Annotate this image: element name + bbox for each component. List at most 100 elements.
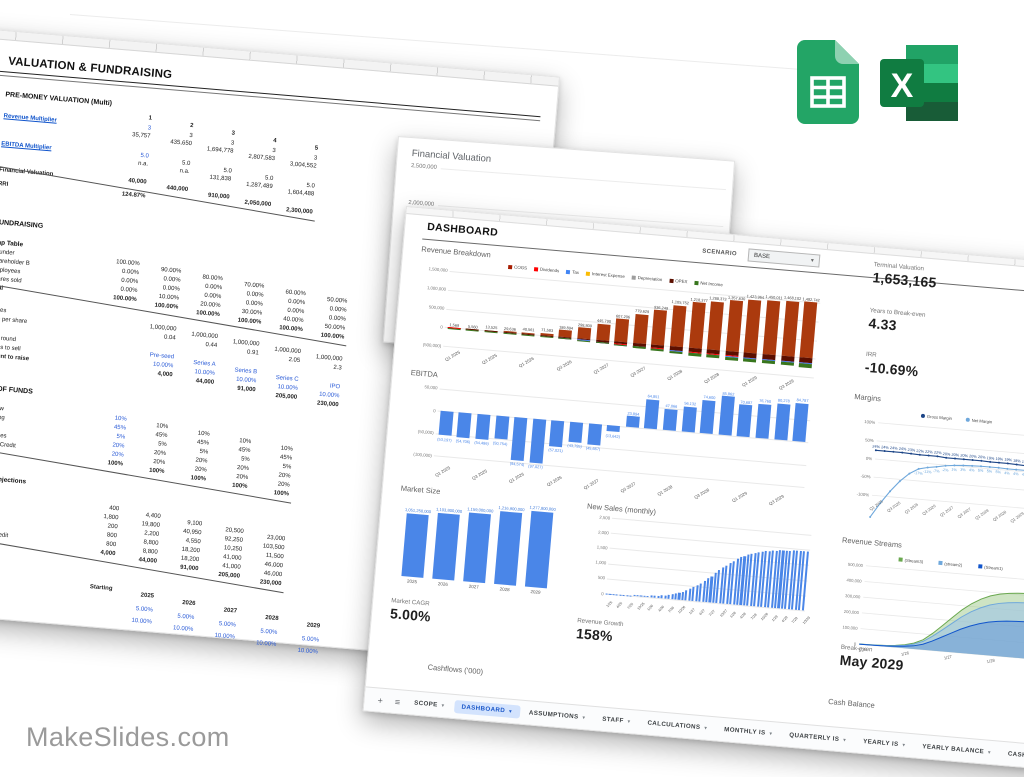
cell: 100.00% [182, 309, 220, 318]
legend-label: COGS [514, 264, 527, 270]
x-tick-label: Q1 2027 [592, 362, 609, 375]
tab-label: CASHFLOW [1008, 750, 1024, 760]
bar [626, 416, 640, 428]
cell: 46,000 [244, 569, 282, 578]
sheet-tab-cashflow[interactable]: CASHFLOW▼ [1000, 747, 1024, 765]
sheet-tab-yearly-is[interactable]: YEARLY IS▼ [856, 734, 914, 752]
tab-label: STAFF [602, 716, 624, 725]
cell: 1,000,000 [180, 331, 218, 340]
svg-text:300,000: 300,000 [845, 593, 861, 599]
row-label: EBITDA Multiplier [1, 141, 105, 156]
cell: 1,000,000 [138, 323, 176, 332]
sum-line [0, 166, 315, 221]
cell: 70.00% [226, 281, 264, 290]
cell: 50.00% [307, 322, 345, 331]
bar-segment [743, 358, 756, 363]
x-tick-label: 4/26 [657, 605, 665, 613]
cell: 10.00% [238, 639, 276, 648]
cell: 2.3 [304, 362, 342, 371]
bar-label: 1,569 [449, 322, 459, 328]
svg-text:Q3 2026: Q3 2026 [921, 503, 937, 516]
cell: 90.00% [143, 266, 181, 275]
cell: 4,000 [134, 369, 172, 378]
legend-swatch [534, 267, 538, 271]
bar [463, 512, 491, 583]
cell: 400 [81, 503, 119, 512]
svg-text:Net Margin: Net Margin [972, 418, 994, 425]
svg-text:1%: 1% [951, 468, 957, 473]
cell: 205,000 [259, 392, 297, 401]
dashboard-title: DASHBOARD [427, 221, 499, 239]
cell: 800 [78, 539, 116, 548]
sheet-tab-dashboard[interactable]: DASHBOARD▼ [454, 700, 521, 719]
bar [800, 302, 818, 359]
bar [744, 299, 762, 354]
cell: 18,200 [162, 545, 200, 554]
x-tick-label: Q1 2029 [731, 491, 748, 504]
bar [685, 590, 688, 600]
svg-text:24%: 24% [881, 445, 890, 450]
cell: 45% [129, 430, 167, 439]
bar [623, 595, 625, 596]
scenario-dropdown[interactable]: BASE ▼ [748, 248, 821, 267]
cell: 0.00% [142, 275, 180, 284]
svg-text:-100%: -100% [856, 491, 869, 497]
y-tick-label: 500 [578, 573, 605, 580]
bar-segment [780, 361, 793, 366]
chevron-down-icon: ▼ [842, 737, 847, 742]
legend-label: OPEX [675, 278, 688, 284]
bar [494, 511, 522, 585]
bar [438, 411, 453, 436]
bar [525, 510, 553, 588]
x-tick-label: 7/27 [709, 609, 717, 617]
scenario-value: BASE [754, 253, 770, 260]
row-label: e Rate [0, 588, 68, 603]
cell: 41,000 [203, 562, 241, 571]
cell: 0.00% [266, 306, 304, 315]
gridline [441, 168, 726, 190]
add-sheet-icon[interactable]: + [372, 694, 388, 705]
cell: 2029 [282, 620, 320, 629]
sheet-tab-bar: + ≡ SCOPE▼DASHBOARD▼ASSUMPTIONS▼STAFF▼CA… [364, 686, 1024, 776]
cell: 2 [155, 120, 193, 129]
bar-label: 76,760 [759, 398, 771, 404]
sheet-tab-yearly-balance[interactable]: YEARLY BALANCE▼ [915, 740, 1000, 760]
cell: 2.05 [262, 355, 300, 364]
cell: 20% [86, 440, 124, 449]
bar-label: 47,066 [665, 403, 677, 409]
svg-text:(Stream3): (Stream3) [904, 558, 924, 565]
sheet-tab-quarterly-is[interactable]: QUARTERLY IS▼ [782, 728, 855, 747]
cell: Series B [219, 366, 257, 375]
cell: 910,000 [191, 191, 229, 200]
bar-label: 23,894 [627, 411, 639, 417]
sheet-tab-staff[interactable]: STAFF▼ [595, 712, 639, 729]
x-tick-label: 4/25 [616, 601, 624, 609]
cell: 2025 [116, 590, 154, 599]
sheet-tab-assumptions[interactable]: ASSUMPTIONS▼ [521, 706, 593, 725]
cell: 103,500 [246, 542, 284, 551]
bar [475, 414, 490, 440]
cell: 50.00% [309, 296, 347, 305]
bar-label: (50,754) [493, 440, 508, 446]
bar [401, 513, 428, 578]
cell: 23,000 [247, 533, 285, 542]
x-tick-label: 2028 [499, 586, 509, 592]
chart-title: Financial Valuation [411, 148, 491, 165]
legend-item: Depreciation [632, 275, 663, 283]
all-sheets-menu-icon[interactable]: ≡ [390, 696, 406, 707]
bar-label: 74,600 [703, 394, 715, 400]
cell: 44,000 [176, 377, 214, 386]
chevron-down-icon: ▼ [987, 750, 992, 755]
cell: 100% [168, 473, 206, 482]
sheet-tab-calculations[interactable]: CALCULATIONS▼ [640, 716, 716, 735]
cell: 0.00% [142, 283, 180, 292]
bar-segment [614, 344, 627, 347]
bar [633, 314, 648, 344]
x-tick-label: Q3 2025 [471, 468, 488, 481]
cell: 4,550 [163, 536, 201, 545]
kpi-terminal-valuation: Terminal Valuation 1,653,165 [872, 261, 1024, 304]
sheet-tab-monthly-is[interactable]: MONTHLY IS▼ [717, 723, 781, 741]
sheet-tab-scope[interactable]: SCOPE▼ [407, 696, 453, 713]
bar [661, 595, 663, 598]
svg-text:Q1 2025: Q1 2025 [868, 498, 884, 511]
